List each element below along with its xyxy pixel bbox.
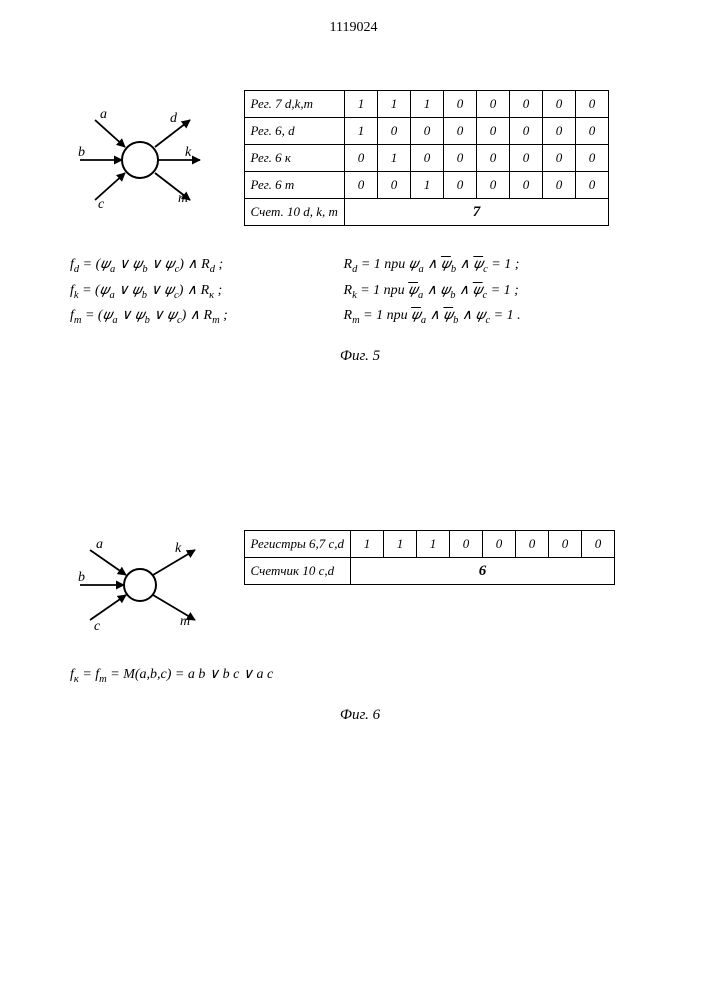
fig6-caption: Фиг. 6 xyxy=(70,707,650,724)
table-cell: 0 xyxy=(443,145,476,172)
table-cell: 1 xyxy=(377,91,410,118)
counter-row-label: Счет. 10 d, k, m xyxy=(244,199,344,226)
table-cell: 0 xyxy=(575,91,608,118)
fig5-table: Рег. 7 d,k,m11100000Рег. 6, d10000000Рег… xyxy=(244,90,609,226)
table-cell: 1 xyxy=(351,531,384,558)
table-cell: 0 xyxy=(410,118,443,145)
fig5-formulas-right: Rd = 1 при 𝜓a ∧ 𝜓b ∧ 𝜓c = 1 ;Rk = 1 при … xyxy=(344,253,521,330)
table-cell: 0 xyxy=(483,531,516,558)
table-cell: 0 xyxy=(377,172,410,199)
table-cell: 0 xyxy=(443,172,476,199)
table-cell: 1 xyxy=(410,172,443,199)
table-cell: 0 xyxy=(344,172,377,199)
fig5-formulas: fd = (𝜓a ∨ 𝜓b ∨ 𝜓c) ∧ Rd ;fk = (𝜓a ∨ 𝜓b … xyxy=(70,253,650,330)
table-cell: 0 xyxy=(575,118,608,145)
table-cell: 0 xyxy=(549,531,582,558)
formula-line: fd = (𝜓a ∨ 𝜓b ∨ 𝜓c) ∧ Rd ; xyxy=(70,253,320,279)
table-cell: 1 xyxy=(417,531,450,558)
table-cell: 0 xyxy=(410,145,443,172)
svg-text:a: a xyxy=(100,107,107,122)
table-row-label: Рег. 6 m xyxy=(244,172,344,199)
table-cell: 0 xyxy=(542,145,575,172)
fig6-diagram: a b c k m xyxy=(70,530,220,645)
table-cell: 0 xyxy=(542,172,575,199)
fig6-formula: fк = fm = M(a,b,c) = a b ∨ b c ∨ a c xyxy=(70,663,650,689)
table-cell: 0 xyxy=(476,91,509,118)
table-cell: 1 xyxy=(344,91,377,118)
formula-line: Rd = 1 при 𝜓a ∧ 𝜓b ∧ 𝜓c = 1 ; xyxy=(344,253,521,279)
fig6-table: Регистры 6,7 c,d11100000Счетчик 10 c,d6 xyxy=(244,530,616,585)
figure-6: abckm Регистры 6,7 c,d11100000Счетчик 10… xyxy=(70,530,650,724)
table-cell: 0 xyxy=(582,531,615,558)
table-cell: 0 xyxy=(575,145,608,172)
svg-text:m: m xyxy=(180,614,190,629)
table-cell: 0 xyxy=(509,91,542,118)
table-cell: 0 xyxy=(575,172,608,199)
fig6-formula-text: fк = fm = M(a,b,c) = a b ∨ b c ∨ a c xyxy=(70,663,650,689)
table-cell: 0 xyxy=(509,145,542,172)
table-cell: 0 xyxy=(509,172,542,199)
counter-row-label: Счетчик 10 c,d xyxy=(244,558,351,585)
table-cell: 1 xyxy=(384,531,417,558)
table-row-label: Рег. 7 d,k,m xyxy=(244,91,344,118)
counter-value: 7 xyxy=(344,199,608,226)
table-cell: 0 xyxy=(516,531,549,558)
table-row-label: Рег. 6, d xyxy=(244,118,344,145)
table-cell: 0 xyxy=(344,145,377,172)
table-cell: 1 xyxy=(344,118,377,145)
table-cell: 0 xyxy=(443,118,476,145)
table-cell: 0 xyxy=(542,91,575,118)
fig5-formulas-left: fd = (𝜓a ∨ 𝜓b ∨ 𝜓c) ∧ Rd ;fk = (𝜓a ∨ 𝜓b … xyxy=(70,253,320,330)
table-row-label: Регистры 6,7 c,d xyxy=(244,531,351,558)
fig5-caption: Фиг. 5 xyxy=(70,348,650,365)
formula-line: fm = (𝜓a ∨ 𝜓b ∨ 𝜓c) ∧ Rm ; xyxy=(70,304,320,330)
svg-text:c: c xyxy=(98,197,105,212)
page-number: 1119024 xyxy=(330,20,378,36)
svg-text:b: b xyxy=(78,570,85,585)
table-cell: 1 xyxy=(410,91,443,118)
table-cell: 0 xyxy=(542,118,575,145)
table-cell: 0 xyxy=(509,118,542,145)
fig5-diagram: a b c d k m xyxy=(70,90,220,235)
svg-text:k: k xyxy=(175,541,182,556)
formula-line: Rk = 1 при 𝜓a ∧ 𝜓b ∧ 𝜓c = 1 ; xyxy=(344,279,521,305)
table-row-label: Рег. 6 к xyxy=(244,145,344,172)
table-cell: 1 xyxy=(377,145,410,172)
svg-text:d: d xyxy=(170,111,178,126)
svg-text:m: m xyxy=(178,191,188,206)
table-cell: 0 xyxy=(476,172,509,199)
table-cell: 0 xyxy=(450,531,483,558)
svg-text:c: c xyxy=(94,619,101,634)
formula-line: Rm = 1 при 𝜓a ∧ 𝜓b ∧ 𝜓c = 1 . xyxy=(344,304,521,330)
table-cell: 0 xyxy=(476,118,509,145)
counter-value: 6 xyxy=(351,558,615,585)
svg-text:b: b xyxy=(78,145,85,160)
table-cell: 0 xyxy=(377,118,410,145)
table-cell: 0 xyxy=(476,145,509,172)
svg-text:k: k xyxy=(185,145,192,160)
svg-text:a: a xyxy=(96,537,103,552)
formula-line: fk = (𝜓a ∨ 𝜓b ∨ 𝜓c) ∧ Rк ; xyxy=(70,279,320,305)
table-cell: 0 xyxy=(443,91,476,118)
figure-5: abcdkm Рег. 7 d,k,m11100000Рег. 6, d1000… xyxy=(70,90,650,365)
